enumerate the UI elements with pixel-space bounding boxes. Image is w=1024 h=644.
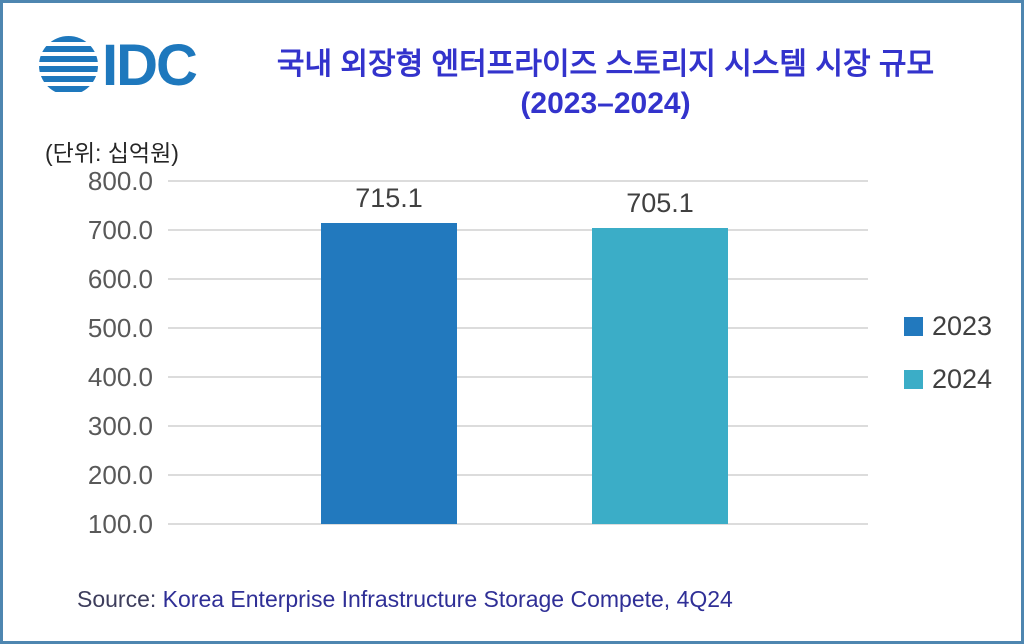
y-axis-tick-label: 800.0 — [87, 166, 153, 196]
legend-item-2023: 2023 — [904, 311, 992, 342]
legend-label: 2023 — [932, 311, 993, 341]
y-axis-tick-label: 500.0 — [87, 313, 153, 343]
y-axis-tick-label: 200.0 — [87, 460, 153, 490]
bar-value-label-2024: 705.1 — [626, 188, 694, 218]
gridline — [168, 474, 868, 476]
gridline — [168, 229, 868, 231]
source-prefix: Source: — [77, 586, 163, 612]
gridline — [168, 376, 868, 378]
chart-title-line2: (2023–2024) — [520, 87, 691, 120]
legend: 2023 2024 — [904, 311, 992, 395]
gridline — [168, 180, 868, 182]
source-line: Source: Korea Enterprise Infrastructure … — [77, 586, 733, 613]
legend-item-2024: 2024 — [904, 364, 992, 395]
gridline — [168, 327, 868, 329]
bar-2023 — [321, 223, 457, 524]
chart-title-line1: 국내 외장형 엔터프라이즈 스토리지 시스템 시장 규모 — [276, 48, 935, 81]
legend-label: 2024 — [932, 364, 993, 394]
y-axis-tick-label: 600.0 — [87, 264, 153, 294]
gridline — [168, 425, 868, 427]
bar-2024 — [592, 228, 728, 524]
y-axis-tick-label: 700.0 — [87, 215, 153, 245]
gridline — [168, 278, 868, 280]
idc-logo: IDC — [39, 33, 198, 98]
legend-swatch-icon — [904, 317, 923, 336]
unit-label: (단위: 십억원) — [45, 140, 179, 166]
idc-logo-text: IDC — [102, 33, 198, 98]
bar-value-label-2023: 715.1 — [355, 183, 423, 213]
y-axis-tick-label: 100.0 — [87, 509, 153, 539]
plot-area: 715.1 705.1 — [168, 180, 868, 525]
source-text: Korea Enterprise Infrastructure Storage … — [162, 586, 733, 612]
legend-swatch-icon — [904, 370, 923, 389]
chart-title: 국내 외장형 엔터프라이즈 스토리지 시스템 시장 규모 (2023–2024) — [198, 45, 1013, 123]
idc-globe-icon — [39, 36, 98, 95]
y-axis-tick-label: 300.0 — [87, 411, 153, 441]
gridline — [168, 523, 868, 525]
y-axis-tick-label: 400.0 — [87, 362, 153, 392]
